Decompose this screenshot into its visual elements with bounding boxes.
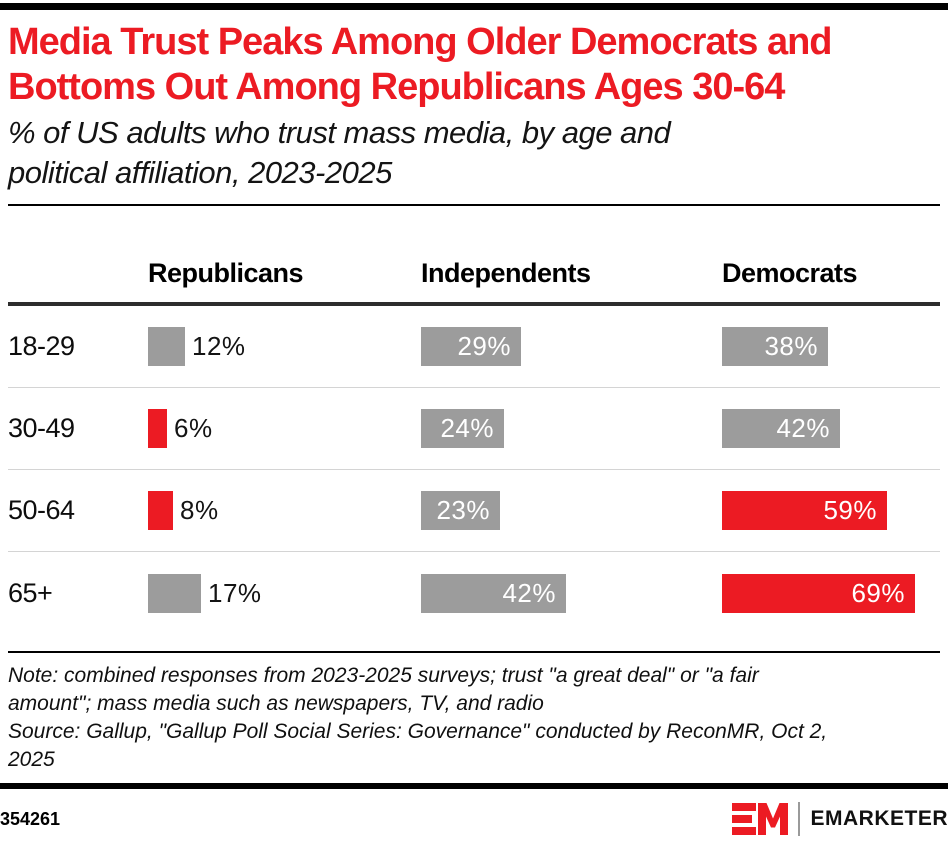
subtitle-divider [8,204,940,206]
bar: 42% [722,409,840,448]
emarketer-logo-icon [732,803,789,835]
chart-header-row: Republicans Independents Democrats [8,206,940,306]
column-header-spacer [8,258,148,289]
chart-card: Media Trust Peaks Among Older Democrats … [0,20,948,774]
bar-cell-independents: 29% [421,327,722,366]
bar-cell-democrats: 59% [722,491,940,530]
footer: 354261 EMARKETER [0,789,948,838]
bar-cell-independents: 42% [421,573,722,613]
table-row: 50-64 8% 23% 59% [8,470,940,552]
chart: Republicans Independents Democrats 18-29 12%… [8,206,940,651]
footer-divider [0,783,948,789]
bar-cell-republicans: 6% [148,409,421,448]
bar [148,491,173,530]
footnote: Note: combined responses from 2023-2025 … [8,653,940,774]
column-header-independents: Independents [421,258,591,288]
top-black-bar [0,3,948,10]
bar-cell-independents: 24% [421,409,722,448]
bar-cell-republicans: 12% [148,327,421,366]
chart-subtitle-line-1: % of US adults who trust mass media, by … [8,115,671,150]
bar [148,327,185,366]
chart-id: 354261 [0,808,61,829]
bar [148,573,201,613]
logo-divider [798,802,801,836]
bar-value-label: 23% [436,495,490,525]
note-line-1: Note: combined responses from 2023-2025 … [8,664,759,687]
column-header-democrats: Democrats [722,258,858,288]
table-row: 18-29 12% 29% 38% [8,306,940,388]
table-row: 65+ 17% 42% 69% [8,552,940,634]
table-row: 30-49 6% 24% 42% [8,388,940,470]
row-label: 65+ [8,577,53,608]
bar: 69% [722,573,915,613]
bar-value-label: 59% [823,495,877,525]
bar-value-label: 24% [440,413,494,443]
chart-subtitle-line-2: political affiliation, 2023-2025 [8,155,392,190]
bar-value-label: 6% [174,413,213,443]
bar-value-label: 69% [851,577,905,608]
brand-logo: EMARKETER [732,800,948,838]
bar-cell-democrats: 42% [722,409,940,448]
bar-value-label: 42% [502,577,556,608]
bar: 29% [421,327,521,366]
bar-value-label: 42% [776,413,830,443]
row-label: 18-29 [8,331,75,361]
row-label: 50-64 [8,495,75,525]
bar: 38% [722,327,828,366]
chart-title-line-2: Bottoms Out Among Republicans Ages 30-64 [8,66,785,108]
note-line-2: amount"; mass media such as newspapers, … [8,692,544,715]
bar-value-label: 17% [208,577,262,608]
source-line-2: 2025 [8,748,55,771]
bar-value-label: 29% [457,331,511,361]
bar-value-label: 12% [192,331,246,361]
column-header-republicans: Republicans [148,258,304,288]
bar: 59% [722,491,887,530]
bar-cell-republicans: 17% [148,573,421,613]
bar: 42% [421,573,566,613]
bar-cell-independents: 23% [421,491,722,530]
chart-title: Media Trust Peaks Among Older Democrats … [8,20,940,110]
bar-value-label: 38% [764,331,818,361]
bar [148,409,167,448]
chart-subtitle: % of US adults who trust mass media, by … [8,113,940,193]
brand-name: EMARKETER [810,807,948,830]
bar: 23% [421,491,500,530]
bar-cell-republicans: 8% [148,491,421,530]
bar: 24% [421,409,504,448]
footnote-divider [8,651,940,653]
bar-cell-democrats: 69% [722,573,940,613]
source-line-1: Source: Gallup, "Gallup Poll Social Seri… [8,720,828,743]
bar-value-label: 8% [180,495,219,525]
chart-title-line-1: Media Trust Peaks Among Older Democrats … [8,21,833,63]
row-label: 30-49 [8,413,75,443]
bar-cell-democrats: 38% [722,327,940,366]
